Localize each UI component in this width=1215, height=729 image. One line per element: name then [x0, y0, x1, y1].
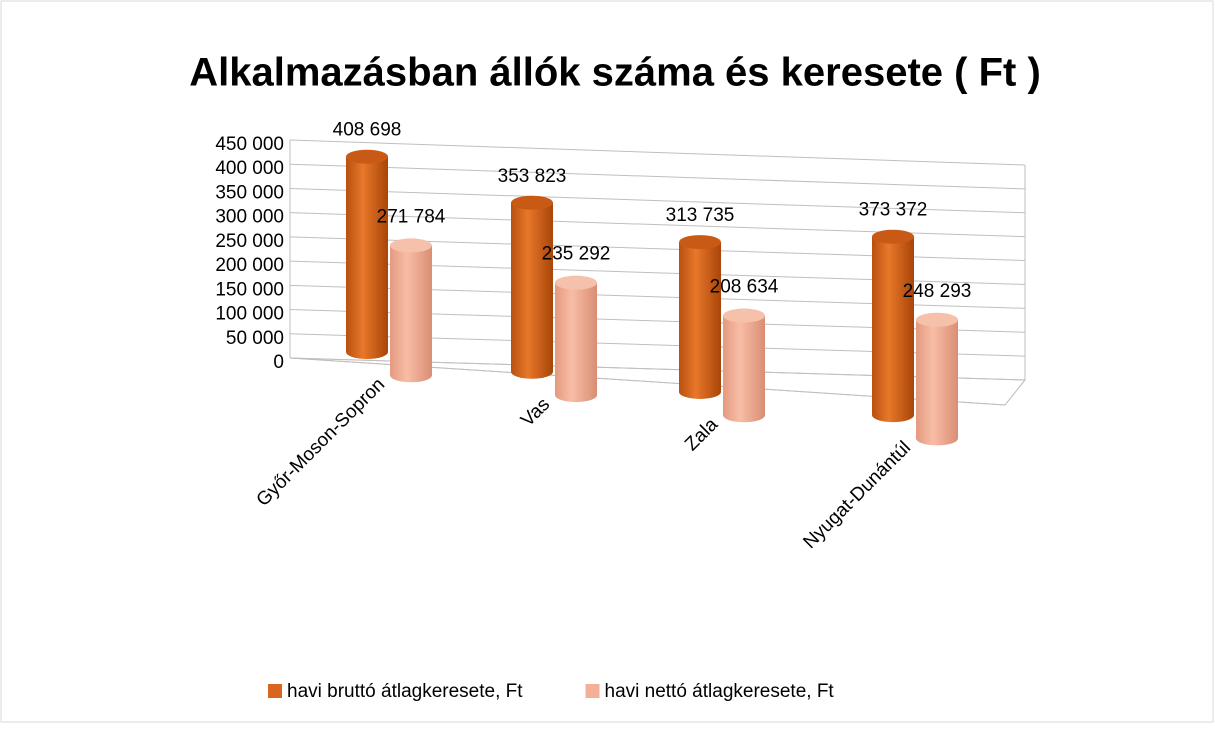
grid-line	[289, 187, 1026, 214]
y-tick-label: 200 000	[215, 255, 284, 276]
y-tick-label: 400 000	[215, 158, 284, 179]
cylinder-top	[390, 238, 432, 253]
cylinder-body	[872, 236, 914, 423]
legend-label: havi nettó átlagkeresete, Ft	[605, 681, 835, 702]
grid-line	[289, 139, 1026, 166]
y-tick-label: 300 000	[215, 207, 284, 228]
cylinder-body	[511, 202, 553, 379]
cylinder-top	[555, 275, 597, 290]
cylinder-body	[679, 242, 721, 399]
y-tick-label: 250 000	[215, 231, 284, 252]
value-label: 313 735	[666, 205, 735, 226]
cylinder-top	[346, 149, 388, 164]
grid-line	[289, 163, 1026, 190]
y-tick-label: 100 000	[215, 304, 284, 325]
value-label: 208 634	[710, 277, 779, 298]
cylinder-body	[346, 156, 388, 359]
legend-swatch	[585, 684, 600, 698]
value-label: 235 292	[542, 244, 611, 265]
cylinder-top	[872, 229, 914, 244]
cylinder-top	[916, 312, 958, 327]
y-tick-label: 450 000	[215, 134, 284, 155]
chart-title: Alkalmazásban állók száma és keresete ( …	[189, 51, 1041, 95]
floor-right	[1004, 379, 1026, 406]
value-label: 373 372	[859, 200, 928, 221]
cylinder-body	[390, 245, 432, 383]
cylinder-body	[555, 282, 597, 403]
value-label: 248 293	[903, 281, 972, 302]
y-tick-label: 150 000	[215, 279, 284, 300]
value-label: 408 698	[333, 120, 402, 141]
y-tick-label: 0	[273, 352, 284, 373]
cylinder-top	[679, 235, 721, 250]
legend-swatch	[268, 684, 282, 698]
cylinder-body	[723, 315, 765, 423]
cylinder-body	[916, 319, 958, 446]
y-tick-label: 350 000	[215, 182, 284, 203]
value-label: 271 784	[377, 206, 446, 227]
legend-label: havi bruttó átlagkeresete, Ft	[287, 681, 523, 702]
y-tick-label: 50 000	[226, 328, 284, 349]
cylinder-top	[511, 195, 553, 210]
value-label: 353 823	[498, 166, 567, 187]
cylinder-top	[723, 308, 765, 323]
